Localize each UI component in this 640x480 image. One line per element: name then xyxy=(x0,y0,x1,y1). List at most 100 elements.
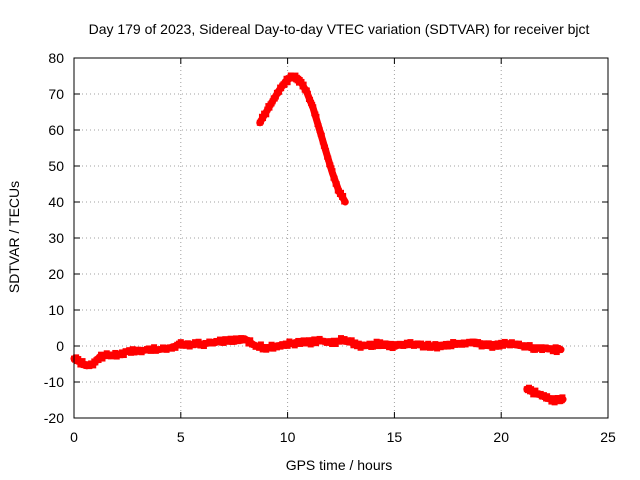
data-point xyxy=(355,340,362,347)
data-point xyxy=(476,340,483,347)
data-point xyxy=(434,345,441,352)
data-point xyxy=(377,339,384,346)
data-point xyxy=(247,337,254,344)
x-tick-label: 0 xyxy=(70,429,78,445)
data-point xyxy=(300,337,307,344)
data-point xyxy=(127,349,134,356)
data-point xyxy=(357,344,364,351)
data-point xyxy=(257,341,264,348)
data-point xyxy=(260,115,267,122)
data-point xyxy=(220,339,227,346)
data-point xyxy=(405,342,412,349)
data-point xyxy=(291,342,298,349)
data-point xyxy=(366,340,373,347)
data-point xyxy=(295,337,302,344)
data-point xyxy=(448,343,455,350)
data-point xyxy=(507,342,514,349)
data-point xyxy=(195,338,202,345)
data-point xyxy=(348,337,355,344)
data-point xyxy=(307,341,314,348)
data-point xyxy=(177,339,184,346)
data-point xyxy=(373,338,380,345)
data-point xyxy=(386,344,393,351)
y-tick-label: -20 xyxy=(44,410,64,426)
y-tick-label: -10 xyxy=(44,374,64,390)
x-tick-label: 25 xyxy=(600,429,616,445)
data-point xyxy=(263,111,270,118)
x-tick-label: 5 xyxy=(177,429,185,445)
data-point xyxy=(307,96,314,103)
data-point xyxy=(327,162,334,169)
data-point xyxy=(266,345,273,352)
data-point xyxy=(300,81,307,88)
y-tick-label: 50 xyxy=(48,158,64,174)
y-tick-label: 70 xyxy=(48,86,64,102)
y-tick-label: 0 xyxy=(56,338,64,354)
data-point xyxy=(330,337,337,344)
data-point xyxy=(430,344,437,351)
data-point xyxy=(225,338,232,345)
data-point xyxy=(338,189,344,196)
data-point xyxy=(305,337,312,344)
data-point xyxy=(184,340,191,347)
data-point xyxy=(190,342,197,349)
y-tick-label: 60 xyxy=(48,122,64,138)
data-point xyxy=(79,358,86,365)
data-point xyxy=(112,349,119,356)
data-point xyxy=(384,340,391,347)
data-point xyxy=(313,113,320,120)
data-point xyxy=(425,340,432,347)
data-point xyxy=(496,343,503,350)
data-point xyxy=(319,138,326,145)
data-point xyxy=(257,118,264,125)
data-point xyxy=(341,198,348,205)
x-axis-label: GPS time / hours xyxy=(286,457,393,473)
data-point xyxy=(172,344,179,351)
data-point xyxy=(375,343,382,350)
data-point xyxy=(256,344,263,351)
data-point xyxy=(284,342,291,349)
data-point xyxy=(323,148,330,155)
data-point xyxy=(387,340,394,347)
data-point xyxy=(310,104,317,111)
y-tick-label: 30 xyxy=(48,230,64,246)
data-point xyxy=(352,339,359,346)
grid xyxy=(74,58,608,418)
data-point xyxy=(304,90,311,97)
data-point xyxy=(338,335,344,342)
y-tick-label: 40 xyxy=(48,194,64,210)
data-point xyxy=(340,192,347,199)
series-layer xyxy=(70,72,567,406)
data-point xyxy=(329,341,336,348)
x-tick-label: 15 xyxy=(387,429,403,445)
data-point xyxy=(120,352,127,359)
data-point xyxy=(316,126,323,133)
data-point xyxy=(499,342,506,349)
chart-title: Day 179 of 2023, Sidereal Day-to-day VTE… xyxy=(89,21,590,37)
data-point xyxy=(418,340,425,347)
data-point xyxy=(200,343,207,350)
data-point xyxy=(559,394,566,401)
data-point xyxy=(268,341,275,348)
data-point xyxy=(151,344,158,351)
y-axis-label: SDTVAR / TECUs xyxy=(6,181,22,293)
data-point xyxy=(276,88,283,95)
data-point xyxy=(231,338,238,345)
data-point xyxy=(333,181,340,188)
data-point xyxy=(272,93,279,100)
data-point xyxy=(318,132,325,139)
data-point xyxy=(423,344,430,351)
data-point xyxy=(325,155,332,162)
data-point xyxy=(329,168,336,175)
data-point xyxy=(478,343,485,350)
data-point xyxy=(331,175,338,182)
data-point xyxy=(492,343,499,350)
x-tick-label: 10 xyxy=(280,429,296,445)
data-point xyxy=(243,336,250,343)
data-point xyxy=(284,79,291,86)
y-tick-label: 80 xyxy=(48,50,64,66)
data-point xyxy=(303,87,310,94)
data-point xyxy=(227,335,234,342)
data-point xyxy=(129,346,136,353)
